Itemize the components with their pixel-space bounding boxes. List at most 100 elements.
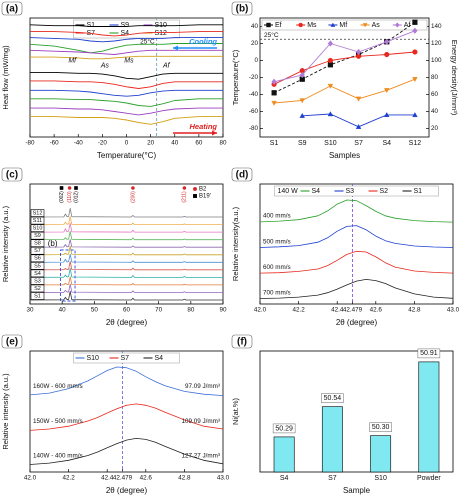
trace-label: S5 [34, 263, 41, 269]
x-tick-label: S4 [280, 475, 289, 482]
inset-box [60, 249, 76, 302]
value-label-box [321, 393, 344, 403]
line [259, 279, 454, 299]
phase-label: Mf [68, 58, 77, 65]
line [30, 31, 223, 37]
point [355, 123, 362, 129]
legend-box [73, 19, 180, 39]
y-tick-label: -20 [249, 74, 259, 81]
y2-tick-label: 60 [431, 91, 439, 98]
y2-tick-label: 140 [431, 23, 442, 30]
line [29, 290, 223, 301]
peak-marker [182, 186, 187, 190]
trace-annotation: 600 mm/s [263, 264, 291, 271]
reference-label: 25°C [264, 31, 279, 39]
point [412, 49, 418, 55]
line [30, 89, 223, 97]
y-axis-label: Ni(at.%) [231, 397, 240, 425]
x-tick-label: S1 [270, 140, 279, 147]
trace-annotation: 400 mm/s [263, 213, 291, 220]
legend-box [261, 19, 428, 31]
x-tick-label: 80 [219, 140, 227, 147]
bar [321, 406, 343, 473]
x-tick-label: 42.4 [331, 307, 344, 314]
x-axis-label: 2θ (degree) [106, 486, 148, 495]
peak-label: (200) [130, 191, 136, 203]
line [29, 216, 223, 225]
line [29, 276, 223, 286]
legend-label: S4 [121, 30, 130, 37]
panel-label: (d) [236, 170, 249, 181]
bar [418, 361, 440, 473]
x-axis-label: 2θ (degree) [106, 318, 148, 327]
point [384, 38, 390, 45]
point [299, 112, 305, 118]
legend-label: Mf [339, 22, 347, 29]
y-tick-label: 0 [254, 57, 258, 64]
legend-label: S2 [380, 188, 389, 195]
legend-label: S1 [414, 188, 423, 195]
trace-label: S12 [33, 211, 43, 217]
panel-label-box [1, 1, 23, 16]
peak-label: (211) [182, 191, 188, 203]
y2-tick-label: 80 [431, 74, 439, 81]
panel-label-box [231, 167, 253, 182]
trace-label: S2 [34, 286, 41, 292]
line [259, 250, 454, 274]
point [271, 90, 277, 96]
bar [273, 436, 295, 473]
x-tick-label: S12 [409, 140, 422, 147]
point [384, 112, 390, 118]
legend-label: S10 [87, 355, 100, 362]
legend-label: S4 [155, 355, 164, 362]
x-tick-label: 42.4 [101, 475, 114, 482]
legend-label: S7 [121, 355, 130, 362]
plot-frame [259, 17, 430, 138]
peak-marker [67, 186, 72, 190]
line [29, 253, 223, 263]
line [29, 24, 223, 27]
point [412, 19, 418, 25]
trace-annotation: 150W - 500 mm/s [33, 418, 83, 425]
x-tick-label: 42.0 [24, 475, 37, 482]
value-label: 50.91 [420, 350, 438, 357]
panel-label: (f) [237, 337, 247, 348]
trace-label: S10 [33, 226, 43, 232]
legend-box [274, 185, 439, 197]
plot-frame [29, 350, 224, 473]
y2-tick-label: 100 [431, 57, 442, 64]
x-tick-label: -20 [98, 140, 108, 147]
arrow-head [212, 130, 217, 136]
x-tick-label: -60 [50, 140, 60, 147]
panel-label: (e) [6, 337, 18, 348]
trace-annotation: 700 mm/s [263, 290, 291, 297]
x-tick-label: S10 [324, 140, 337, 147]
trace-label-box [30, 284, 45, 293]
point [412, 77, 418, 83]
x-tick-label: S7 [328, 475, 337, 482]
trace-annotation: 500 mm/s [263, 238, 291, 245]
y2-tick-label: 120 [431, 40, 442, 47]
legend-label: S3 [346, 188, 355, 195]
x-tick-label: 43.0 [447, 307, 459, 314]
line [259, 225, 454, 248]
y-axis-label: Heat flow (mW/mg) [1, 45, 10, 110]
legend-label: S12 [155, 30, 168, 37]
trace-label-box [30, 239, 45, 248]
legend-marker [266, 22, 271, 28]
peak-label: (002) [59, 191, 65, 203]
x-tick-label: 42.0 [254, 307, 267, 314]
peak-label: (110) [67, 191, 73, 203]
x-tick-label: 60 [123, 307, 131, 314]
arrow-head [173, 45, 178, 51]
plot-frame [259, 183, 454, 305]
point [299, 71, 305, 79]
point [412, 112, 418, 118]
phase-label: Ms [124, 58, 134, 65]
point [271, 100, 277, 106]
legend-marker [192, 193, 197, 198]
line [29, 207, 223, 218]
trace-label-box [30, 269, 45, 278]
inset-label: (b) [48, 239, 58, 248]
line [29, 267, 223, 278]
